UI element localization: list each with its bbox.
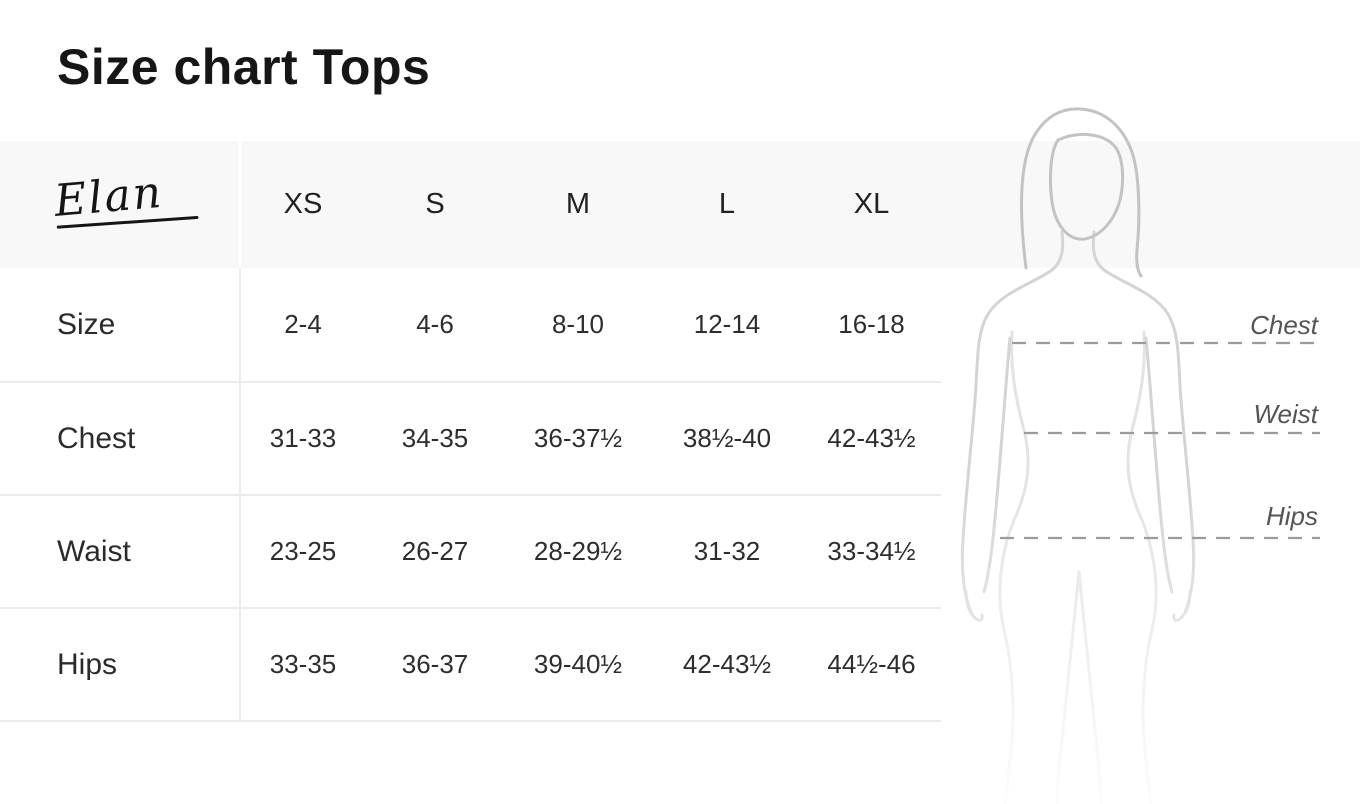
cell-chest-xl: 42-43½: [827, 423, 916, 453]
cell-size-s: 4-6: [416, 309, 454, 339]
row-label-waist: Waist: [57, 534, 131, 568]
cell-chest-s: 34-35: [401, 423, 469, 453]
brand-logo-cell: Elan: [0, 166, 240, 230]
table-row-hips: Hips 33-35 36-37 39-40½ 42-43½ 44½-46: [0, 607, 941, 722]
cell-waist-m: 28-29½: [533, 536, 623, 566]
chest-measure-label: Chest: [1250, 310, 1318, 340]
cell-size-l: 12-14: [693, 309, 761, 339]
figure-arms-outline: [960, 230, 1196, 622]
cell-hips-s: 36-37: [401, 649, 469, 679]
page-title: Size chart Tops: [57, 39, 431, 95]
cell-waist-s: 26-27: [401, 536, 469, 566]
cell-size-xl: 16-18: [838, 309, 905, 339]
cell-chest-m: 36-37½: [533, 423, 623, 453]
column-divider-header: [239, 141, 241, 268]
cell-size-xs: 2-4: [284, 309, 322, 339]
cell-waist-xs: 23-25: [269, 536, 337, 566]
cell-hips-m: 39-40½: [533, 649, 623, 679]
cell-waist-l: 31-32: [693, 536, 761, 566]
cell-hips-xl: 44½-46: [827, 649, 916, 679]
table-row-size: Size 2-4 4-6 8-10 12-14 16-18: [0, 268, 941, 381]
cell-hips-xs: 33-35: [269, 649, 337, 679]
table-header-row: Elan XS S M L XL: [0, 141, 941, 268]
row-label-hips: Hips: [57, 647, 118, 681]
brand-logo-text: Elan: [52, 166, 166, 227]
cell-size-m: 8-10: [551, 309, 605, 339]
cell-hips-l: 42-43½: [682, 649, 772, 679]
cell-chest-l: 38½-40: [682, 423, 772, 453]
column-header-s: S: [425, 188, 445, 220]
hips-measure-label: Hips: [1265, 501, 1318, 531]
table-row-waist: Waist 23-25 26-27 28-29½ 31-32 33-34½: [0, 494, 941, 607]
column-header-xl: XL: [853, 188, 890, 220]
row-label-chest: Chest: [57, 421, 136, 455]
cell-chest-xs: 31-33: [269, 423, 337, 453]
size-table: Elan XS S M L XL Size 2-4 4-6 8-10 12-14…: [0, 141, 941, 722]
figure-hair-face-outline: [1019, 107, 1143, 278]
column-header-m: M: [565, 188, 591, 220]
column-header-l: L: [718, 188, 736, 220]
brand-logo: Elan: [52, 166, 199, 229]
cell-waist-xl: 33-34½: [827, 536, 916, 566]
woman-body-figure-illustration: [960, 107, 1320, 804]
waist-measure-label: Weist: [1253, 399, 1318, 429]
row-label-size: Size: [57, 307, 116, 341]
figure-torso-legs-outline: [998, 330, 1158, 804]
table-row-chest: Chest 31-33 34-35 36-37½ 38½-40 42-43½: [0, 381, 941, 494]
column-header-xs: XS: [283, 188, 323, 220]
